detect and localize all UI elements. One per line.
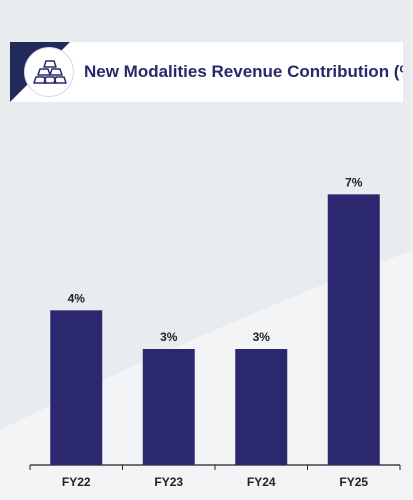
bar-fy23: [142, 349, 195, 465]
data-label-fy23: 3%: [160, 330, 178, 344]
data-label-fy24: 3%: [253, 330, 271, 344]
tick-label-fy22: FY22: [62, 475, 91, 489]
data-label-fy22: 4%: [68, 291, 86, 305]
tick-label-fy23: FY23: [154, 475, 183, 489]
data-label-fy25: 7%: [345, 175, 363, 189]
tick-label-fy24: FY24: [247, 475, 276, 489]
chart-header: New Modalities Revenue Contribution (%): [10, 42, 403, 102]
bar-fy24: [235, 349, 288, 465]
chart-title: New Modalities Revenue Contribution (%): [84, 62, 403, 81]
bar-fy22: [50, 310, 103, 465]
tick-label-fy25: FY25: [339, 475, 368, 489]
gold-bars-icon: [24, 47, 74, 97]
bar-fy25: [327, 194, 380, 466]
